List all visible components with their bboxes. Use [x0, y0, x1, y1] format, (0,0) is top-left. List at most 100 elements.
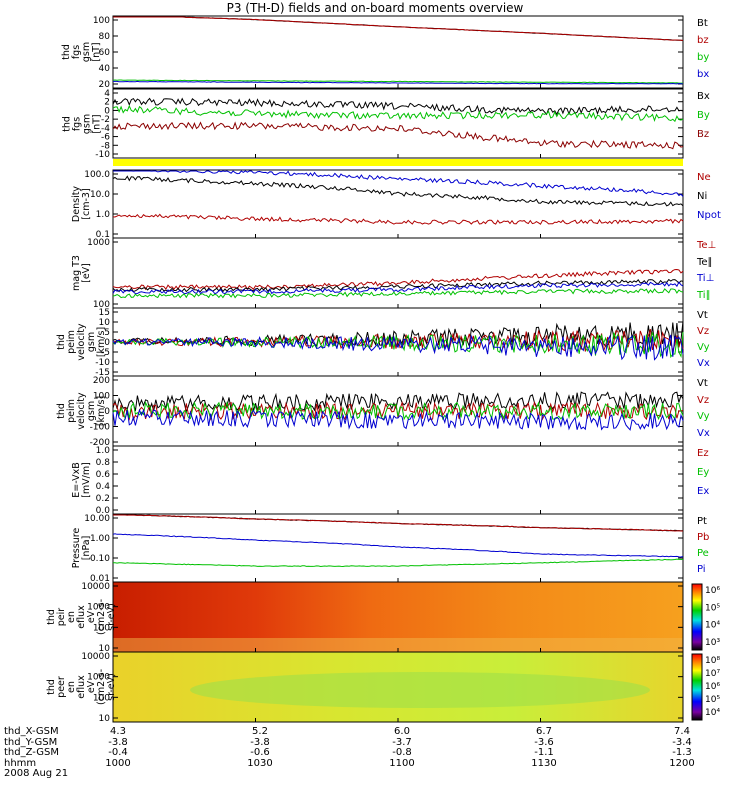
colorbar-tick-label: 10⁴ [705, 708, 720, 718]
legend-entry: bx [697, 69, 710, 80]
series-Ti⊥ [112, 281, 684, 295]
legend-entry: Vt [697, 310, 708, 321]
legend-entry: Ti∥ [697, 289, 711, 301]
y-tick-label: 10000 [81, 652, 110, 662]
footer-value: 1100 [389, 757, 415, 769]
y-tick-label: -100 [90, 423, 111, 433]
series-Vx [112, 334, 684, 361]
footer-value: -0.4 [108, 747, 128, 758]
panel-ylabel: thd peim velocity gsm [km/s] [56, 392, 107, 430]
y-tick-label: 4 [104, 89, 110, 99]
legend-entry: Bx [697, 91, 710, 102]
colorbar-tick-label: 10⁵ [705, 603, 720, 613]
footer-row: thd_Z-GSM -0.4 -0.6 -0.8 -1.1 -1.3 [4, 747, 744, 759]
footer-row-label: thd_Z-GSM [4, 747, 59, 758]
legend-entry: Pb [697, 532, 710, 543]
series-Te⊥ [112, 268, 684, 291]
panel-espec: 10⁸ 10⁷ 10⁶ 10⁵ 10⁴ 10000 1000 100 10 [81, 651, 720, 724]
y-tick-label: 100 [93, 693, 110, 703]
legend-entry: Ni [697, 191, 708, 202]
y-tick-label: 0.10 [90, 554, 110, 564]
y-tick-label: 0.1 [96, 230, 110, 240]
series-Bt [113, 16, 684, 42]
footer-value: 7.4 [674, 726, 690, 737]
footer-value: -1.3 [672, 747, 692, 758]
panel-legend: Pt Pb Pe Pi [697, 516, 709, 580]
legend-entry: Vy [697, 342, 710, 353]
y-tick-label: 0.2 [96, 494, 110, 504]
legend-entry: Ez [697, 448, 709, 459]
panel-bgse: 100 80 60 40 20 [93, 15, 684, 90]
y-tick-label: 200 [93, 376, 110, 386]
legend-entry: by [697, 52, 710, 63]
footer-row: hhmm 1000 1030 1100 1130 1200 [4, 757, 744, 770]
quality-flag-bar [113, 159, 683, 166]
series-Vy [112, 400, 684, 421]
y-tick-label: 20 [99, 80, 111, 90]
y-tick-label: -10 [95, 358, 110, 368]
colorbar-tick-label: 10³ [705, 638, 720, 648]
orbit-footer: thd_X-GSM 4.3 5.2 6.0 6.7 7.4 thd_Y-GSM -3.8 -3.… [4, 726, 744, 780]
y-tick-label: -2 [101, 115, 110, 125]
footer-value: -1.1 [534, 747, 554, 758]
panel-ylabel: Density [cm-3] [71, 185, 92, 223]
plot-title: P3 (TH-D) fields and on-board moments ov… [226, 1, 524, 15]
y-tick-label: 1.00 [90, 534, 110, 544]
series-Vx [112, 408, 684, 431]
legend-entry: Vt [697, 378, 708, 389]
panel-legend: Vt Vz Vy Vx [697, 378, 710, 444]
legend-entry: Ey [697, 467, 710, 478]
y-tick-label: 10 [99, 714, 111, 724]
y-tick-label: 10 [99, 318, 111, 328]
footer-value: 6.0 [394, 726, 410, 737]
panel-legend: Ez Ey Ex [697, 448, 709, 505]
panel-legend: Te⊥ Te∥ Ti⊥ Ti∥ [697, 240, 716, 306]
series-Ti∥ [112, 288, 684, 299]
colorbar-tick-label: 10⁷ [705, 669, 720, 679]
footer-value: -0.6 [250, 747, 270, 758]
legend-entry: Vz [697, 394, 710, 406]
y-tick-label: 0 [104, 338, 110, 348]
y-tick-label: 10.0 [90, 190, 110, 200]
footer-value: -3.8 [108, 736, 128, 748]
panel-ylabel: Pressure [nPa] [71, 527, 92, 569]
panel-temp: 1000 100 [87, 237, 684, 310]
panel-ylabel: thd fgs gsm [nT] [61, 41, 102, 63]
panel-frame [112, 237, 684, 309]
series-Te∥ [112, 278, 684, 293]
legend-entry: Ti⊥ [697, 273, 715, 284]
y-tick-label: -200 [90, 438, 111, 448]
series-bz [113, 16, 684, 41]
series-Pi [112, 533, 684, 558]
y-tick-label: -6 [101, 133, 110, 143]
y-tick-label: -5 [101, 348, 110, 358]
footer-date: 2008 Aug 21 [4, 768, 69, 779]
series-Pb [113, 514, 683, 532]
y-tick-label: 100.0 [84, 170, 110, 180]
footer-row: thd_Y-GSM -3.8 -3.8 -3.7 -3.6 -3.4 [4, 736, 744, 749]
panel-veli: 200 100 0 -100 -200 [90, 375, 684, 448]
legend-entry: Pt [697, 516, 707, 527]
y-tick-label: 0 [104, 106, 110, 116]
panel-ylabel: thd peer en eflux eV (cm2-s-sr-eV) [46, 668, 117, 706]
y-tick-label: 0.01 [90, 574, 110, 584]
legend-entry: Npot [697, 210, 721, 221]
panel-efld: 1.0 0.8 0.6 0.4 0.2 0.0 [96, 445, 684, 516]
series-Ne [112, 213, 684, 225]
footer-value: 5.2 [252, 726, 268, 737]
legend-entry: bz [697, 35, 709, 46]
y-tick-label: 100 [93, 300, 110, 310]
y-tick-label: 10000 [81, 582, 110, 592]
panel-legend: Bt bz by bx [697, 18, 709, 86]
colorbar-tick-label: 10⁴ [705, 621, 720, 631]
panel-legend: Vt Vz Vy Vx [697, 310, 710, 374]
legend-entry: Bz [697, 129, 710, 140]
colorbar-tick-label: 10⁶ [705, 586, 720, 596]
footer-value: -3.6 [534, 736, 554, 748]
footer-row-label: thd_Y-GSM [4, 736, 58, 748]
footer-value: -0.8 [392, 747, 412, 758]
y-tick-label: 0.6 [96, 470, 111, 480]
series-Npot [113, 170, 684, 197]
panel-frame [112, 445, 684, 515]
